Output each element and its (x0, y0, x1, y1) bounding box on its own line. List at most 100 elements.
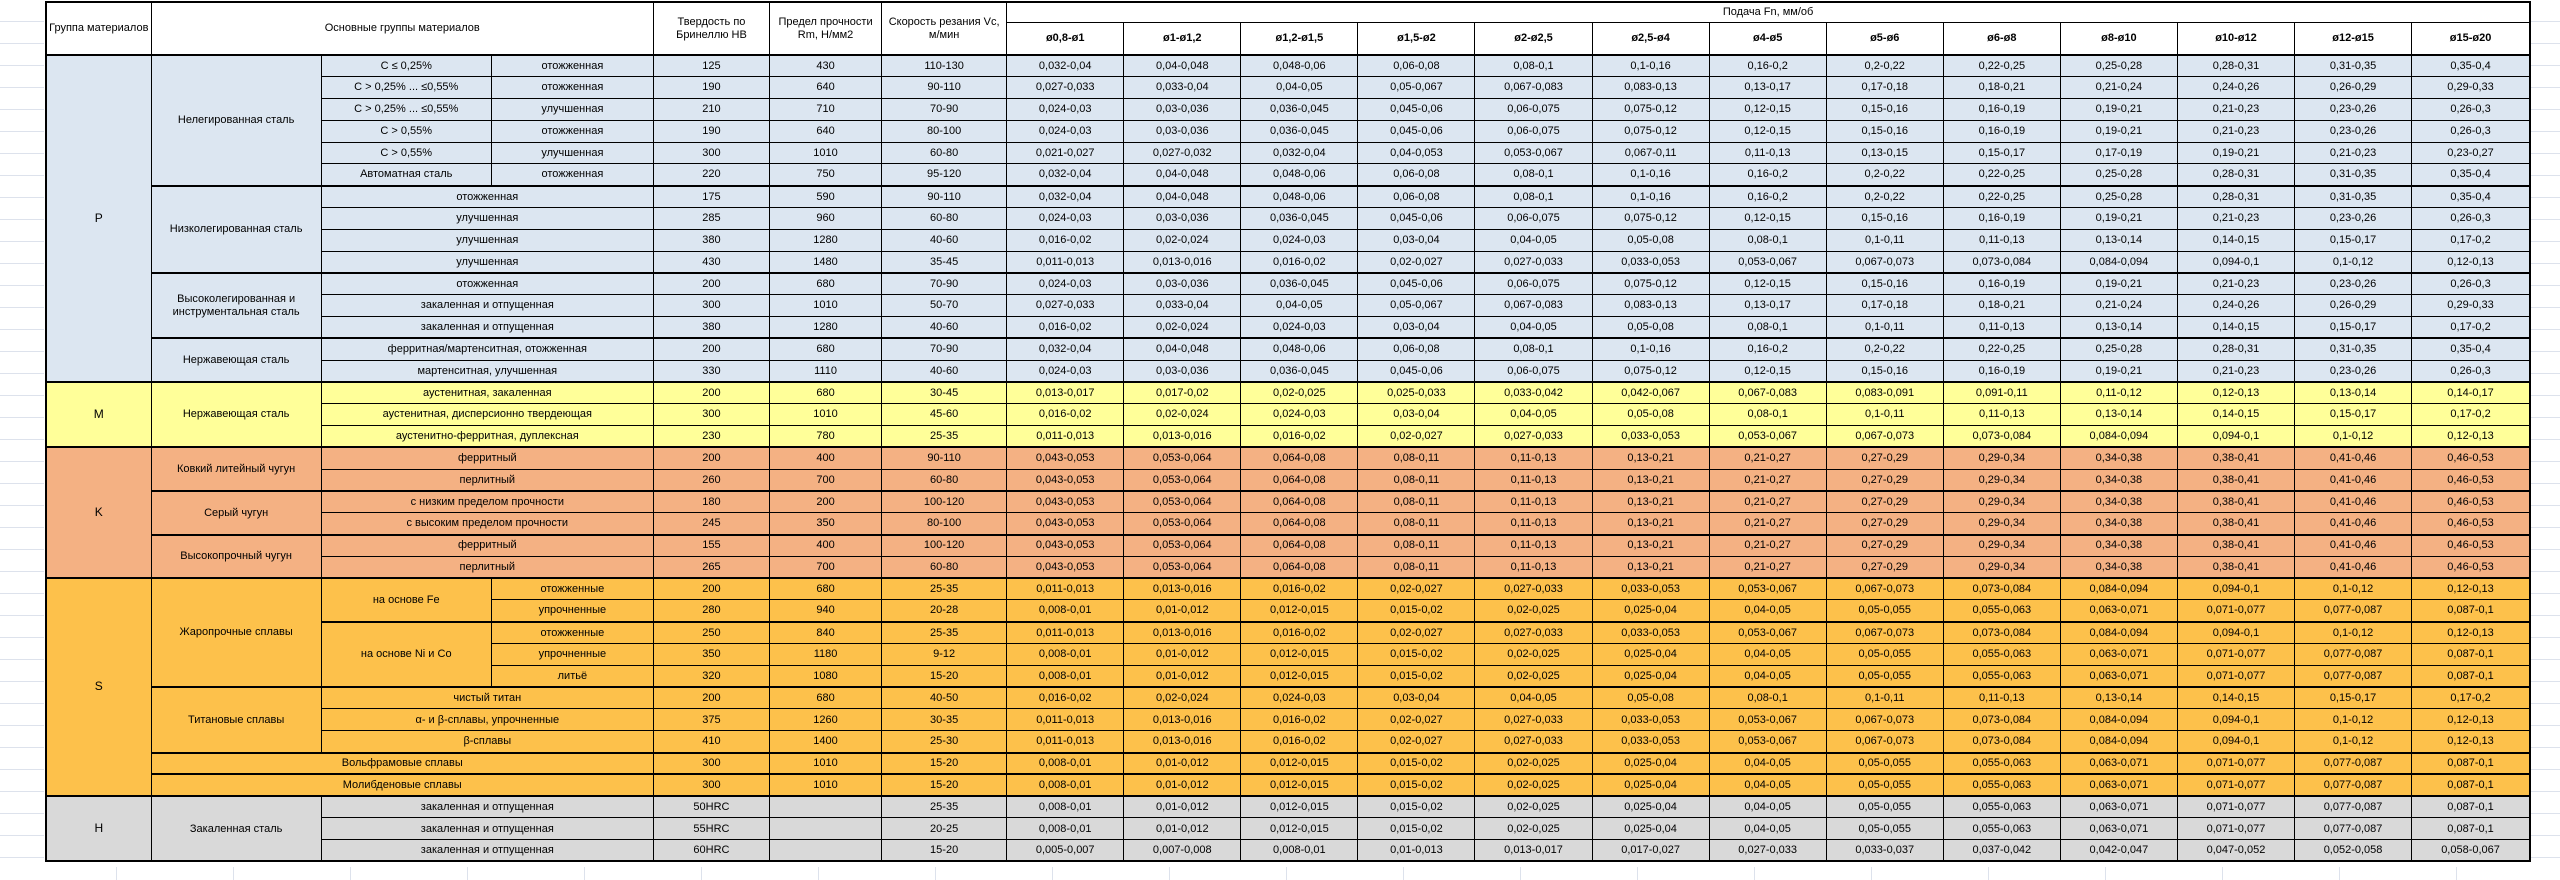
feed-cell[interactable]: 0,28-0,31 (2176, 163, 2296, 187)
feed-cell[interactable]: 0,084-0,094 (2059, 425, 2178, 448)
cutting-speed-cell[interactable]: 90-110 (881, 446, 1008, 470)
feed-cell[interactable]: 0,011-0,013 (1006, 730, 1125, 753)
feed-cell[interactable]: 0,29-0,34 (1942, 512, 2061, 536)
feed-diameter-header[interactable]: ø1-ø1,2 (1123, 21, 1242, 56)
feed-cell[interactable]: 0,08-0,11 (1357, 555, 1476, 579)
feed-cell[interactable]: 0,043-0,053 (1006, 533, 1125, 557)
feed-cell[interactable]: 0,04-0,05 (1708, 817, 1827, 841)
header-brinell-hardness[interactable]: Твердость по Бринеллю HB (652, 1, 771, 56)
feed-cell[interactable]: 0,02-0,024 (1123, 686, 1242, 710)
hardness-cell[interactable]: 220 (652, 163, 771, 187)
feed-cell[interactable]: 0,048-0,06 (1240, 163, 1359, 187)
feed-cell[interactable]: 0,083-0,091 (1825, 380, 1944, 405)
feed-cell[interactable]: 0,12-0,13 (2176, 380, 2296, 405)
feed-diameter-header[interactable]: ø1,2-ø1,5 (1240, 21, 1359, 56)
subtype-cell[interactable]: Автоматная сталь (320, 163, 492, 187)
feed-cell[interactable]: 0,26-0,3 (2411, 359, 2531, 383)
family-cell[interactable]: Высоколегированная и инструментальная ст… (150, 271, 322, 339)
feed-cell[interactable]: 0,12-0,15 (1708, 271, 1827, 296)
feed-cell[interactable]: 0,015-0,02 (1357, 599, 1476, 623)
feed-cell[interactable]: 0,08-0,1 (1474, 184, 1593, 209)
family-cell[interactable]: Высокопрочный чугун (150, 533, 322, 579)
feed-cell[interactable]: 0,04-0,05 (1474, 228, 1593, 252)
strength-cell[interactable]: 1080 (768, 664, 883, 688)
feed-cell[interactable]: 0,008-0,01 (1006, 599, 1125, 623)
feed-cell[interactable]: 0,14-0,15 (2176, 316, 2296, 339)
cutting-speed-cell[interactable]: 25-35 (881, 577, 1008, 601)
hardness-cell[interactable]: 280 (652, 599, 771, 623)
cutting-speed-cell[interactable]: 70-90 (881, 98, 1008, 121)
feed-cell[interactable]: 0,045-0,06 (1357, 271, 1476, 296)
feed-cell[interactable]: 0,13-0,17 (1708, 294, 1827, 318)
feed-cell[interactable]: 0,027-0,032 (1123, 141, 1242, 165)
header-cutting-speed[interactable]: Скорость резания Vc, м/мин (881, 1, 1008, 56)
feed-cell[interactable]: 0,01-0,012 (1123, 751, 1242, 775)
feed-cell[interactable]: 0,34-0,38 (2059, 555, 2178, 579)
hardness-cell[interactable]: 200 (652, 380, 771, 405)
feed-cell[interactable]: 0,012-0,015 (1240, 599, 1359, 623)
feed-cell[interactable]: 0,024-0,03 (1006, 98, 1125, 121)
feed-cell[interactable]: 0,35-0,4 (2411, 184, 2531, 209)
feed-cell[interactable]: 0,016-0,02 (1006, 316, 1125, 339)
hardness-cell[interactable]: 300 (652, 751, 771, 775)
feed-cell[interactable]: 0,13-0,14 (2059, 228, 2178, 252)
feed-cell[interactable]: 0,013-0,016 (1123, 425, 1242, 448)
feed-cell[interactable]: 0,1-0,16 (1591, 337, 1710, 361)
feed-cell[interactable]: 0,064-0,08 (1240, 555, 1359, 579)
feed-cell[interactable]: 0,04-0,05 (1708, 751, 1827, 775)
feed-cell[interactable]: 0,21-0,24 (2059, 294, 2178, 318)
condition-cell[interactable]: отожженная (490, 76, 654, 100)
feed-cell[interactable]: 0,077-0,087 (2294, 643, 2413, 666)
feed-cell[interactable]: 0,06-0,08 (1357, 184, 1476, 209)
feed-cell[interactable]: 0,15-0,17 (2294, 228, 2413, 252)
feed-cell[interactable]: 0,087-0,1 (2411, 773, 2531, 797)
feed-cell[interactable]: 0,25-0,28 (2059, 184, 2178, 209)
condition-cell[interactable]: улучшенная (320, 250, 654, 274)
feed-cell[interactable]: 0,025-0,04 (1591, 795, 1710, 819)
feed-cell[interactable]: 0,02-0,025 (1474, 751, 1593, 775)
feed-cell[interactable]: 0,15-0,17 (2294, 403, 2413, 427)
strength-cell[interactable]: 680 (768, 271, 883, 296)
feed-cell[interactable]: 0,024-0,03 (1240, 403, 1359, 427)
feed-cell[interactable]: 0,18-0,21 (1942, 294, 2061, 318)
feed-cell[interactable]: 0,055-0,063 (1942, 643, 2061, 666)
feed-cell[interactable]: 0,064-0,08 (1240, 512, 1359, 536)
feed-cell[interactable]: 0,15-0,16 (1825, 359, 1944, 383)
feed-cell[interactable]: 0,29-0,34 (1942, 468, 2061, 492)
feed-cell[interactable]: 0,15-0,16 (1825, 207, 1944, 230)
condition-cell[interactable]: отожженные (490, 620, 654, 645)
feed-cell[interactable]: 0,053-0,067 (1708, 250, 1827, 274)
feed-cell[interactable]: 0,12-0,13 (2411, 730, 2531, 753)
hardness-cell[interactable]: 330 (652, 359, 771, 383)
cutting-speed-cell[interactable]: 40-60 (881, 228, 1008, 252)
feed-cell[interactable]: 0,071-0,077 (2176, 773, 2296, 797)
feed-cell[interactable]: 0,19-0,21 (2059, 119, 2178, 143)
family-cell[interactable]: Ковкий литейный чугун (150, 446, 322, 492)
feed-cell[interactable]: 0,41-0,46 (2294, 555, 2413, 579)
feed-cell[interactable]: 0,28-0,31 (2176, 54, 2296, 78)
feed-cell[interactable]: 0,12-0,13 (2411, 620, 2531, 645)
feed-cell[interactable]: 0,11-0,13 (1708, 141, 1827, 165)
feed-cell[interactable]: 0,008-0,01 (1006, 751, 1125, 775)
hardness-cell[interactable]: 300 (652, 141, 771, 165)
feed-cell[interactable]: 0,41-0,46 (2294, 468, 2413, 492)
hardness-cell[interactable]: 210 (652, 98, 771, 121)
feed-cell[interactable]: 0,016-0,02 (1240, 708, 1359, 732)
condition-cell[interactable]: улучшенная (320, 207, 654, 230)
cutting-speed-cell[interactable]: 45-60 (881, 403, 1008, 427)
feed-cell[interactable]: 0,28-0,31 (2176, 337, 2296, 361)
feed-cell[interactable]: 0,087-0,1 (2411, 643, 2531, 666)
header-feed-span[interactable]: Подача Fn, мм/об (1006, 1, 2531, 23)
feed-cell[interactable]: 0,15-0,17 (2294, 686, 2413, 710)
cutting-speed-cell[interactable]: 40-50 (881, 686, 1008, 710)
feed-cell[interactable]: 0,46-0,53 (2411, 555, 2531, 579)
feed-cell[interactable]: 0,033-0,053 (1591, 708, 1710, 732)
strength-cell[interactable]: 1480 (768, 250, 883, 274)
strength-cell[interactable]: 940 (768, 599, 883, 623)
cutting-speed-cell[interactable]: 100-120 (881, 489, 1008, 514)
feed-cell[interactable]: 0,03-0,04 (1357, 403, 1476, 427)
feed-cell[interactable]: 0,033-0,04 (1123, 76, 1242, 100)
feed-cell[interactable]: 0,012-0,015 (1240, 817, 1359, 841)
condition-cell[interactable]: отожженные (490, 577, 654, 601)
feed-cell[interactable]: 0,15-0,16 (1825, 98, 1944, 121)
